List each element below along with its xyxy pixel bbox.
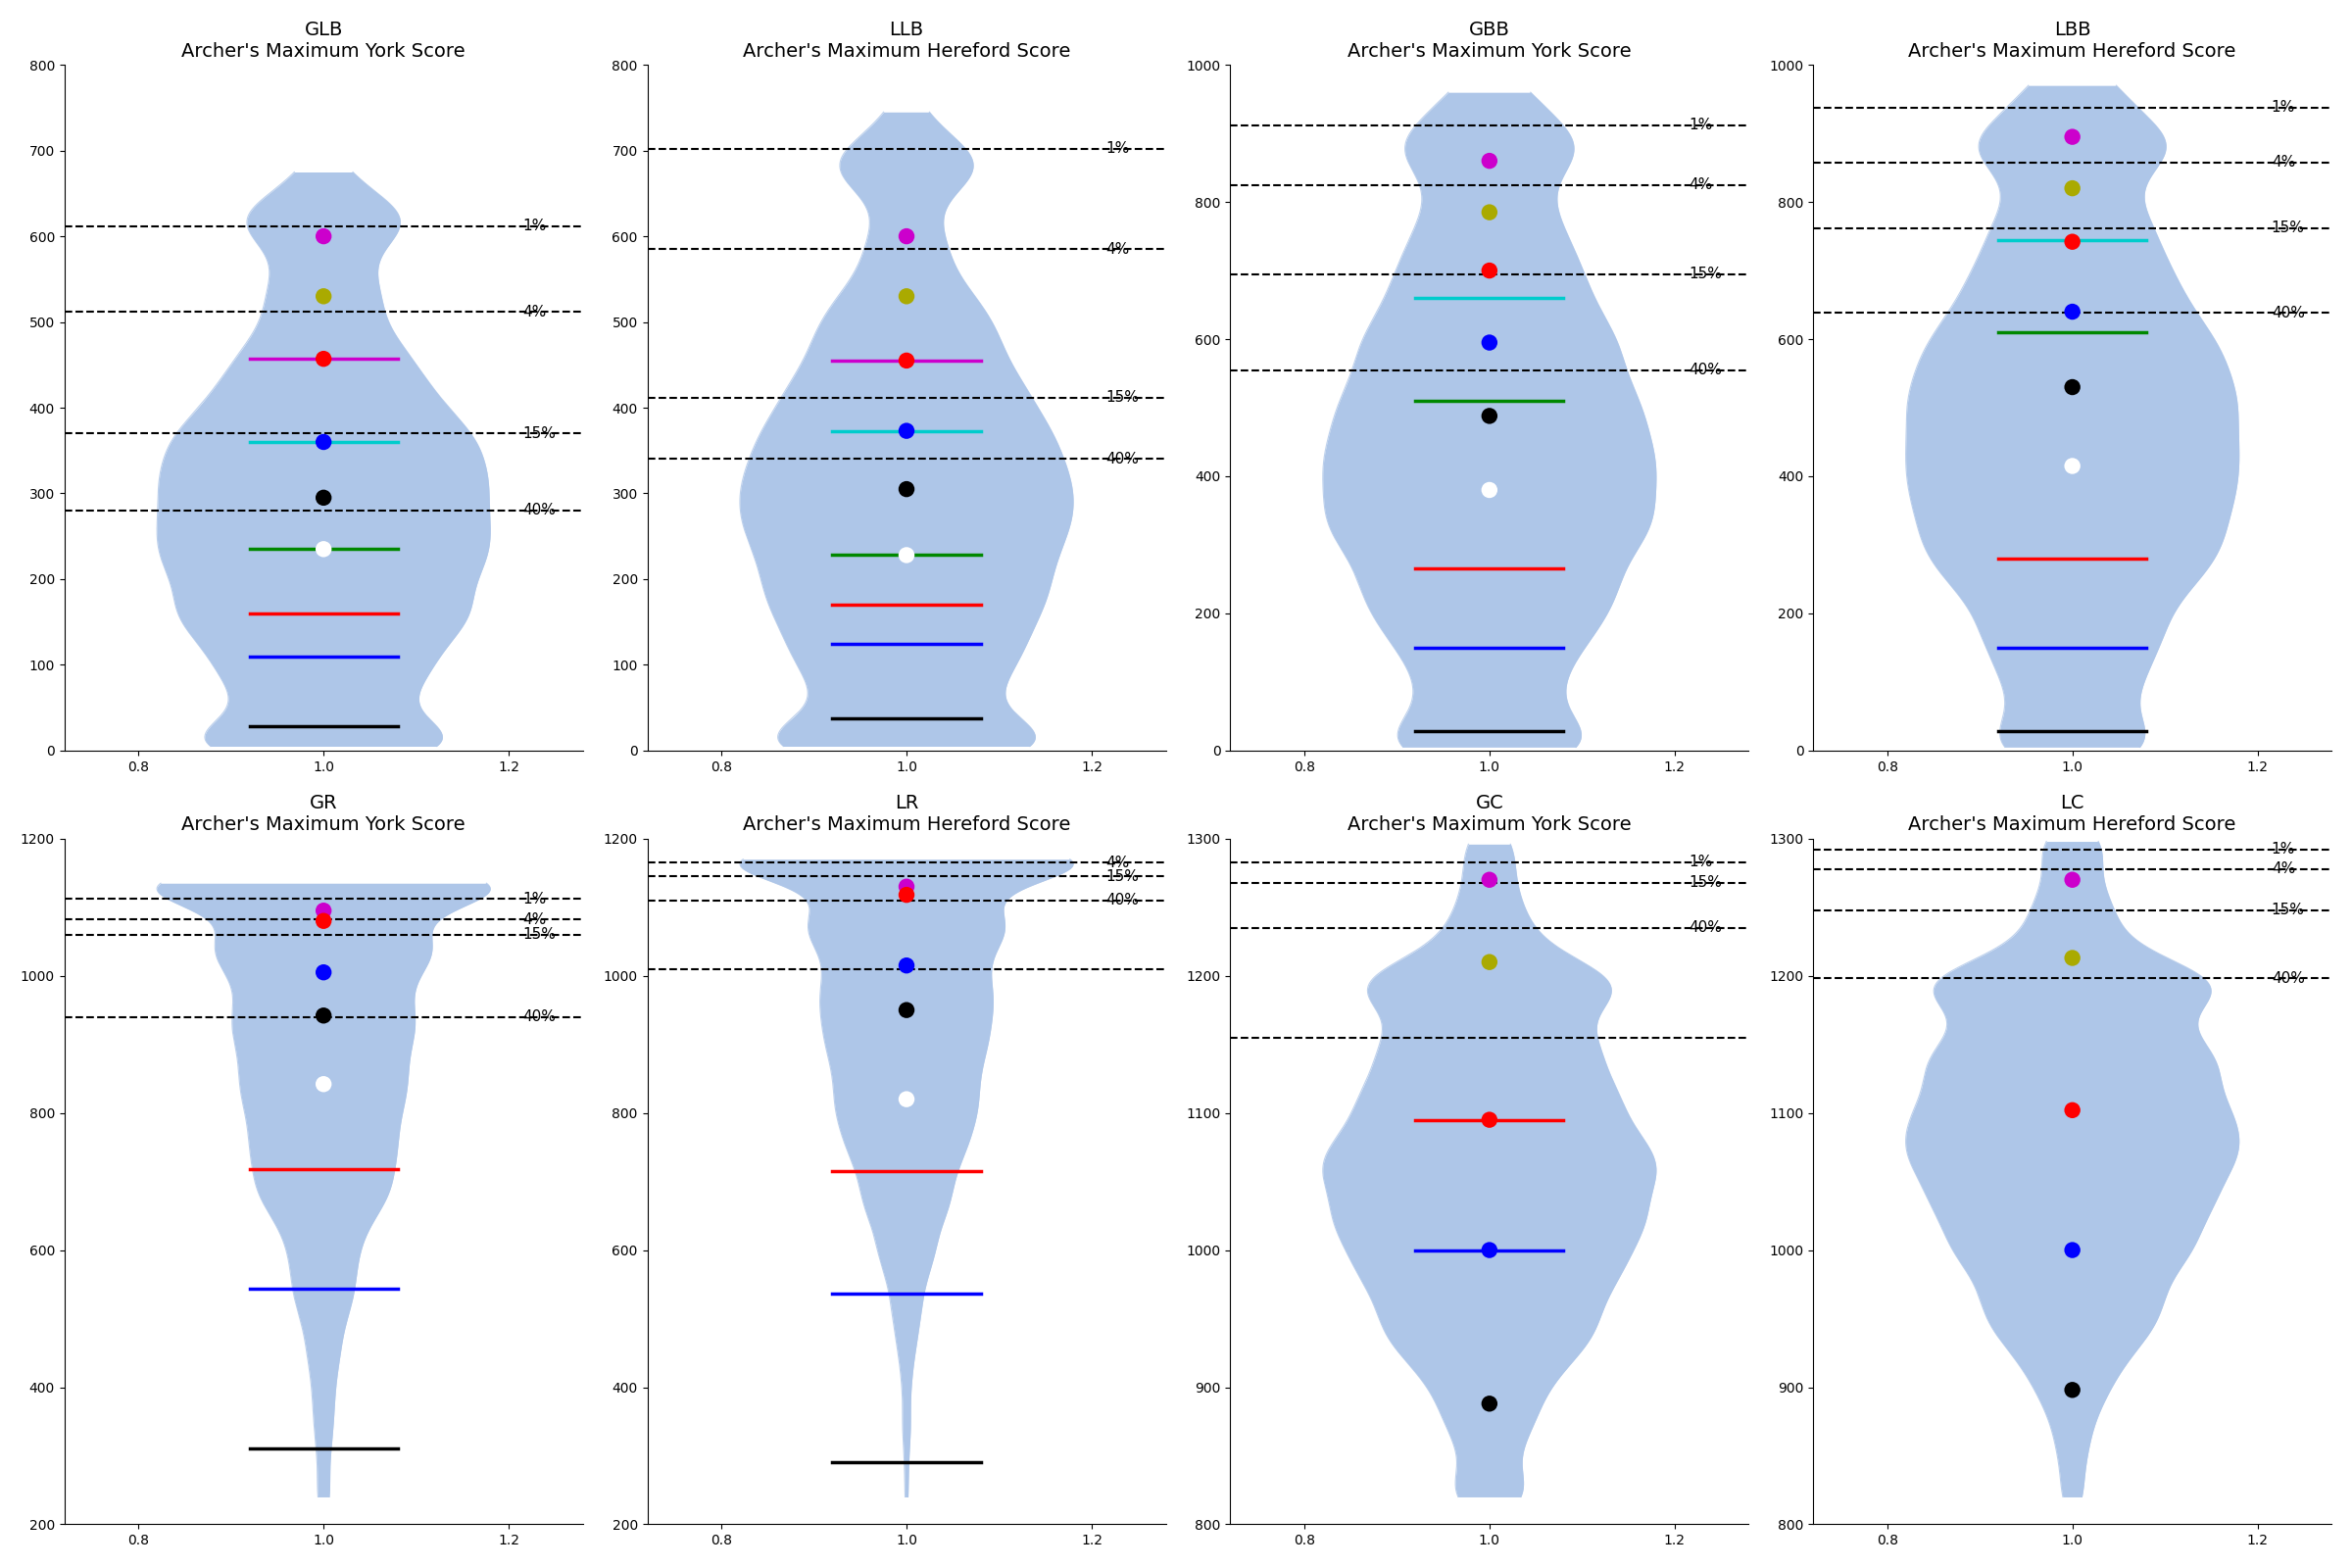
Title: LLB
Archer's Maximum Hereford Score: LLB Archer's Maximum Hereford Score <box>743 20 1070 61</box>
Point <box>306 485 343 510</box>
Title: LR
Archer's Maximum Hereford Score: LR Archer's Maximum Hereford Score <box>743 795 1070 834</box>
Text: 1%: 1% <box>1689 855 1712 869</box>
Title: GLB
Archer's Maximum York Score: GLB Archer's Maximum York Score <box>181 20 466 61</box>
Text: 15%: 15% <box>1689 875 1722 891</box>
Text: 4%: 4% <box>1105 855 1129 870</box>
Text: 1%: 1% <box>1689 118 1712 133</box>
Point <box>2053 867 2091 892</box>
Text: 15%: 15% <box>2272 903 2305 917</box>
Title: LC
Archer's Maximum Hereford Score: LC Archer's Maximum Hereford Score <box>1907 795 2237 834</box>
Point <box>2053 946 2091 971</box>
Point <box>2053 176 2091 201</box>
Point <box>1470 950 1508 975</box>
Text: 4%: 4% <box>2272 861 2296 877</box>
Text: 1%: 1% <box>522 218 546 234</box>
Point <box>306 1004 343 1029</box>
Point <box>2053 453 2091 478</box>
Point <box>1470 329 1508 354</box>
Title: LBB
Archer's Maximum Hereford Score: LBB Archer's Maximum Hereford Score <box>1907 20 2237 61</box>
Point <box>887 997 924 1022</box>
Text: 1%: 1% <box>1105 141 1129 157</box>
Point <box>1470 1237 1508 1262</box>
Point <box>887 953 924 978</box>
Text: 15%: 15% <box>1105 869 1138 884</box>
Point <box>1470 259 1508 284</box>
Point <box>1470 149 1508 174</box>
Point <box>2053 229 2091 254</box>
Text: 1%: 1% <box>2272 100 2296 114</box>
Point <box>887 873 924 898</box>
Point <box>306 347 343 372</box>
Text: 15%: 15% <box>2272 221 2305 235</box>
Point <box>2053 1237 2091 1262</box>
Point <box>2053 299 2091 325</box>
Point <box>1470 867 1508 892</box>
Text: 1%: 1% <box>2272 842 2296 858</box>
Point <box>2053 375 2091 400</box>
Point <box>887 419 924 444</box>
Text: 15%: 15% <box>522 426 555 441</box>
Point <box>887 543 924 568</box>
Text: 40%: 40% <box>522 1010 555 1024</box>
Point <box>2053 1377 2091 1402</box>
Point <box>1470 477 1508 502</box>
Text: 4%: 4% <box>1689 177 1712 193</box>
Point <box>306 430 343 455</box>
Text: 40%: 40% <box>522 503 555 517</box>
Point <box>306 1071 343 1096</box>
Point <box>306 908 343 933</box>
Text: 40%: 40% <box>2272 306 2305 320</box>
Point <box>306 898 343 924</box>
Text: 15%: 15% <box>1105 390 1138 405</box>
Text: 4%: 4% <box>2272 155 2296 169</box>
Text: 4%: 4% <box>522 913 546 927</box>
Title: GC
Archer's Maximum York Score: GC Archer's Maximum York Score <box>1348 795 1632 834</box>
Point <box>306 224 343 249</box>
Text: 15%: 15% <box>1689 267 1722 281</box>
Point <box>887 1087 924 1112</box>
Point <box>887 883 924 908</box>
Text: 4%: 4% <box>522 304 546 318</box>
Text: 4%: 4% <box>1105 241 1129 257</box>
Point <box>306 536 343 561</box>
Text: 40%: 40% <box>1689 362 1722 378</box>
Text: 15%: 15% <box>522 927 555 942</box>
Point <box>306 284 343 309</box>
Text: 40%: 40% <box>1105 894 1138 908</box>
Point <box>2053 124 2091 149</box>
Text: 40%: 40% <box>2272 971 2305 986</box>
Point <box>887 348 924 373</box>
Point <box>887 224 924 249</box>
Point <box>2053 1098 2091 1123</box>
Text: 1%: 1% <box>522 892 546 906</box>
Title: GR
Archer's Maximum York Score: GR Archer's Maximum York Score <box>181 795 466 834</box>
Point <box>1470 1391 1508 1416</box>
Text: 40%: 40% <box>1105 452 1138 466</box>
Point <box>1470 403 1508 428</box>
Point <box>887 477 924 502</box>
Point <box>1470 1107 1508 1132</box>
Title: GBB
Archer's Maximum York Score: GBB Archer's Maximum York Score <box>1348 20 1632 61</box>
Text: 40%: 40% <box>1689 920 1722 935</box>
Point <box>1470 199 1508 224</box>
Point <box>887 284 924 309</box>
Point <box>306 960 343 985</box>
